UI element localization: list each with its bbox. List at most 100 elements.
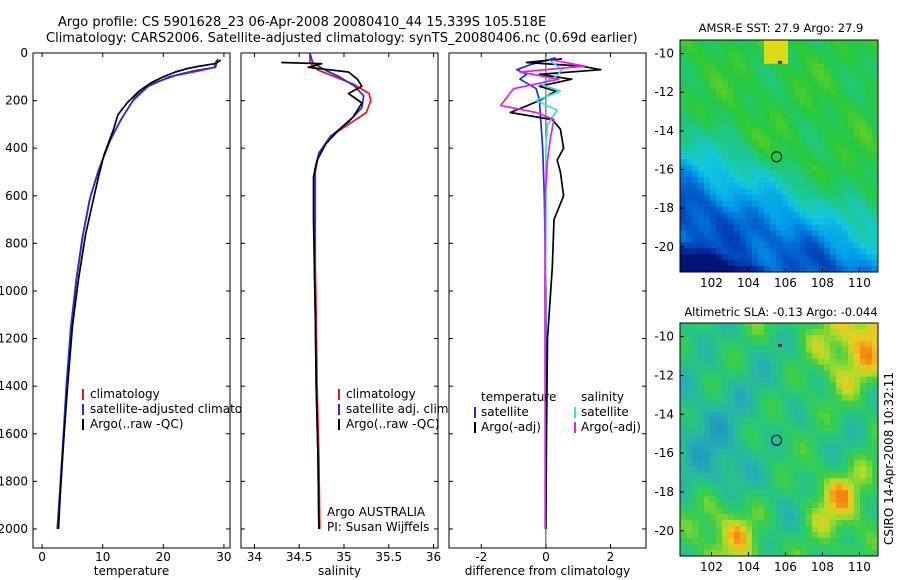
sla_map-cell <box>680 382 687 390</box>
sst_map-cell <box>794 194 801 202</box>
sla_map-cell <box>854 520 861 527</box>
sst_map-cell <box>794 141 801 148</box>
sst_map-cell <box>710 93 717 100</box>
sst_map-cell <box>734 105 741 112</box>
sla_map-cell <box>782 490 789 497</box>
sst_map-cell <box>722 45 729 53</box>
sla_map-cell <box>680 424 687 431</box>
sst_map-cell <box>698 242 705 249</box>
sla_map-cell <box>776 454 783 461</box>
sla_map-cell <box>680 364 687 372</box>
sla_map-cell <box>758 340 765 348</box>
sst_map-cell <box>860 158 867 166</box>
sst_map-cell <box>782 200 789 207</box>
sla_map-cell <box>848 496 855 503</box>
sst_map-cell <box>866 123 873 130</box>
sst_map-cell <box>782 123 789 130</box>
sst_map-cell <box>698 248 705 255</box>
sla_map-cell <box>716 454 723 461</box>
sla_map-cell <box>806 508 813 515</box>
sst_map-cell <box>848 164 855 172</box>
sst_map-cell <box>734 93 741 100</box>
sst_map-cell <box>788 87 795 94</box>
sla_map-cell <box>830 490 837 497</box>
sst_map-cell <box>782 51 789 59</box>
sst_map-cell <box>716 230 723 237</box>
sst_map-cell <box>824 105 831 112</box>
sst_map-cell <box>710 129 717 136</box>
sst_map-cell <box>716 69 723 77</box>
sla_map-cell <box>740 430 747 437</box>
sst_map-cell <box>734 236 741 243</box>
sst_map-cell <box>740 224 747 231</box>
sst_map-cell <box>872 141 879 148</box>
sst_map-cell <box>758 123 765 130</box>
sst_map-cell <box>794 87 801 94</box>
sst_map-cell <box>860 141 867 148</box>
sla_map-cell <box>710 436 717 443</box>
sst_map-cell <box>722 57 729 65</box>
sla_map-cell <box>836 490 843 497</box>
sst_map-cell <box>764 206 771 213</box>
sla_map-cell <box>800 430 807 437</box>
sla_map-cell <box>740 496 747 503</box>
sla_map-cell <box>704 508 711 515</box>
sla_map-cell <box>848 502 855 509</box>
sst_map-cell <box>866 182 873 190</box>
sst_map-cell <box>782 105 789 112</box>
sst_map-cell <box>692 81 699 88</box>
sst_map-cell <box>692 218 699 225</box>
sla_map-cell <box>764 460 771 467</box>
sst_map-cell <box>746 158 753 166</box>
sla_map-cell <box>716 328 723 336</box>
sst_map-cell <box>746 236 753 243</box>
sst_map-cell <box>824 99 831 106</box>
sst_map-cell <box>836 93 843 100</box>
sst_map-cell <box>752 212 759 219</box>
sla_map-cell <box>764 388 771 396</box>
sst_map-cell <box>770 188 777 196</box>
sst_map-cell <box>704 129 711 136</box>
sst_map-cell <box>776 99 783 106</box>
sal-xtick-label: 34 <box>247 550 262 564</box>
sst_map-cell <box>860 135 867 142</box>
sla_map-cell <box>686 466 693 473</box>
sst_map-cell <box>770 158 777 166</box>
sst_map-cell <box>680 236 687 243</box>
sla_map-cell <box>800 484 807 491</box>
sst_map-cell <box>704 57 711 65</box>
sst_map-cell <box>794 254 801 261</box>
sla_map-cell <box>722 328 729 336</box>
sla_map-cell <box>830 472 837 479</box>
sla_map-cell <box>722 448 729 455</box>
sst_map-cell <box>854 254 861 261</box>
sst_map-cell <box>764 236 771 243</box>
sst_map-cell <box>758 135 765 142</box>
sla_map-cell <box>788 526 795 533</box>
sla_map-cell <box>782 520 789 527</box>
sla_map-cell <box>860 430 867 437</box>
sst_map-cell <box>842 260 849 267</box>
sla_map-cell <box>770 490 777 497</box>
sla_map-cell <box>740 376 747 384</box>
sla_map-cell <box>824 346 831 354</box>
sla_map-cell <box>794 490 801 497</box>
sst_map-cell <box>686 266 693 273</box>
sla_map-cell <box>746 490 753 497</box>
sla_map-cell <box>860 424 867 431</box>
sst_map-cell <box>704 194 711 202</box>
sla_map-cell <box>710 418 717 425</box>
sst_map-cell <box>752 93 759 100</box>
sst_map-cell <box>794 111 801 118</box>
sla_map-cell <box>806 514 813 521</box>
sla_map-cell <box>782 526 789 533</box>
sst_map-cell <box>788 230 795 237</box>
sla_map-cell <box>788 520 795 527</box>
sst_map-cell <box>764 218 771 225</box>
sla_map-cell <box>680 323 687 330</box>
sla_map-cell <box>764 550 771 557</box>
sst_map-cell <box>848 194 855 202</box>
sst_map-cell <box>848 45 855 53</box>
sla_map-cell <box>842 394 849 402</box>
